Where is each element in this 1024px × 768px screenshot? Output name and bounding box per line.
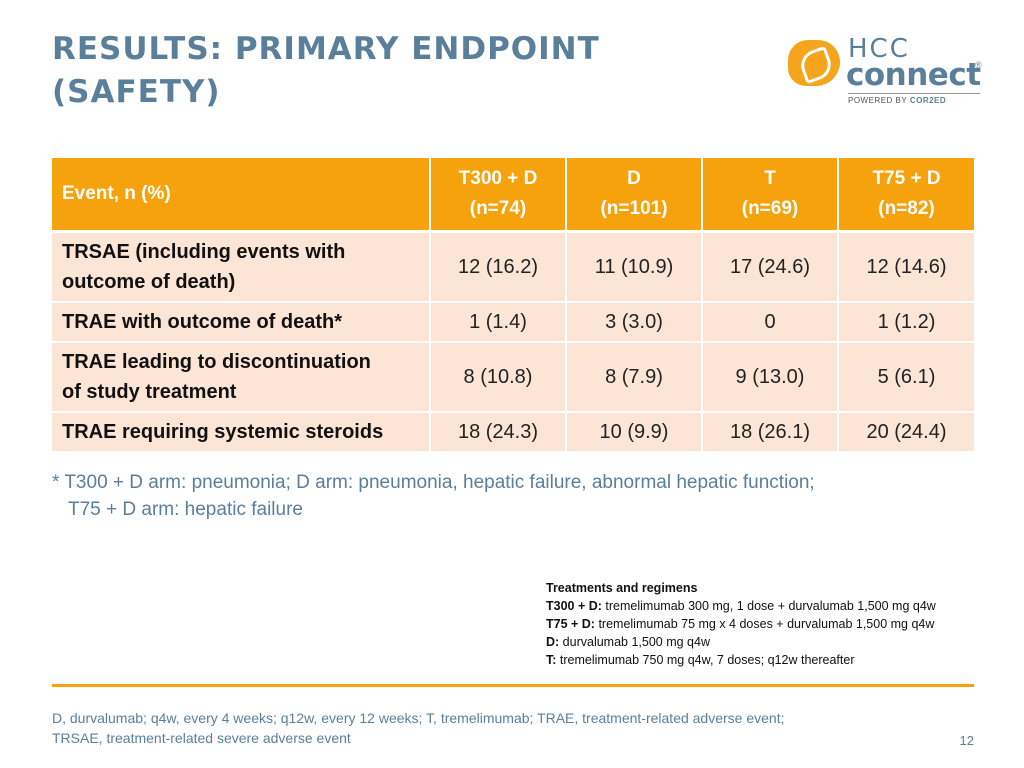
slide-title-line2: (SAFETY) xyxy=(52,74,221,110)
event-cell: TRAE with outcome of death* xyxy=(52,302,431,343)
value-cell: 17 (24.6) xyxy=(702,231,839,303)
value-cell: 18 (26.1) xyxy=(702,412,839,453)
table-row: TRSAE (including events with outcome of d… xyxy=(52,231,974,303)
logo-hcc-text: HCC xyxy=(848,34,910,64)
table-row: TRAE with outcome of death* 1 (1.4) 3 (3… xyxy=(52,302,974,343)
arm-n: (n=82) xyxy=(878,198,935,219)
value-cell: 10 (9.9) xyxy=(566,412,703,453)
death-footnote: * T300 + D arm: pneumonia; D arm: pneumo… xyxy=(52,469,952,523)
hcc-connect-logo: HCC connect ® POWERED BY COR2ED xyxy=(788,34,988,108)
event-line2: outcome of death) xyxy=(62,271,236,293)
header-arm-t: T (n=69) xyxy=(702,158,839,233)
table-row: TRAE leading to discontinuation of study … xyxy=(52,342,974,413)
regimens-heading: Treatments and regimens xyxy=(546,581,698,595)
powered-by-brand: COR2ED xyxy=(909,96,947,105)
arm-name: T75 + D xyxy=(872,168,941,189)
arm-name: T xyxy=(764,168,776,189)
regimen-text: tremelimumab 75 mg x 4 doses + durvaluma… xyxy=(594,617,935,631)
leaf-logo-icon xyxy=(788,40,840,86)
header-arm-d: D (n=101) xyxy=(566,158,703,233)
table-row: TRAE requiring systemic steroids 18 (24.… xyxy=(52,412,974,453)
treatments-regimens-box: Treatments and regimens T300 + D: tremel… xyxy=(546,579,986,669)
footer-divider xyxy=(52,684,974,687)
arm-n: (n=101) xyxy=(600,198,668,219)
header-arm-t300-d: T300 + D (n=74) xyxy=(430,158,567,233)
safety-results-table: Event, n (%) T300 + D (n=74) D (n=101) T (n… xyxy=(52,158,974,453)
value-cell: 12 (14.6) xyxy=(838,231,974,303)
regimen-item: T300 + D: tremelimumab 300 mg, 1 dose + … xyxy=(546,597,986,615)
arm-name: D xyxy=(627,168,641,189)
value-cell: 8 (10.8) xyxy=(430,342,567,413)
regimen-label: T300 + D: xyxy=(546,599,602,613)
regimen-item: T: tremelimumab 750 mg q4w, 7 doses; q12… xyxy=(546,651,986,669)
abbreviations-line2: TRSAE, treatment-related severe adverse … xyxy=(52,730,351,746)
value-cell: 0 xyxy=(702,302,839,343)
footnote-line1: * T300 + D arm: pneumonia; D arm: pneumo… xyxy=(52,472,815,493)
header-event: Event, n (%) xyxy=(52,158,431,233)
regimen-text: durvalumab 1,500 mg q4w xyxy=(559,635,710,649)
value-cell: 1 (1.4) xyxy=(430,302,567,343)
event-cell: TRAE leading to discontinuation of study … xyxy=(52,342,431,413)
arm-n: (n=69) xyxy=(741,198,799,219)
abbreviations-line1: D, durvalumab; q4w, every 4 weeks; q12w,… xyxy=(52,710,785,726)
abbreviations: D, durvalumab; q4w, every 4 weeks; q12w,… xyxy=(52,708,932,748)
value-cell: 5 (6.1) xyxy=(838,342,974,413)
logo-divider xyxy=(848,93,980,94)
value-cell: 8 (7.9) xyxy=(566,342,703,413)
event-cell: TRSAE (including events with outcome of d… xyxy=(52,231,431,303)
page-number: 12 xyxy=(959,733,974,748)
logo-connect-text: connect xyxy=(846,57,981,93)
regimen-text: tremelimumab 300 mg, 1 dose + durvalumab… xyxy=(601,599,936,613)
value-cell: 9 (13.0) xyxy=(702,342,839,413)
event-line1: TRAE leading to discontinuation xyxy=(62,351,371,373)
regimen-item: T75 + D: tremelimumab 75 mg x 4 doses + … xyxy=(546,615,986,633)
arm-name: T300 + D xyxy=(458,168,538,189)
value-cell: 11 (10.9) xyxy=(566,231,703,303)
value-cell: 1 (1.2) xyxy=(838,302,974,343)
value-cell: 3 (3.0) xyxy=(566,302,703,343)
event-line2: of study treatment xyxy=(62,381,237,403)
slide-title-line1: RESULTS: PRIMARY ENDPOINT xyxy=(52,31,600,67)
registered-mark: ® xyxy=(975,60,982,70)
regimen-label: D: xyxy=(546,635,560,649)
value-cell: 20 (24.4) xyxy=(838,412,974,453)
value-cell: 18 (24.3) xyxy=(430,412,567,453)
arm-n: (n=74) xyxy=(469,198,527,219)
footnote-line2: T75 + D arm: hepatic failure xyxy=(68,499,303,520)
logo-powered-by: POWERED BY COR2ED xyxy=(848,96,946,105)
value-cell: 12 (16.2) xyxy=(430,231,567,303)
header-arm-t75-d: T75 + D (n=82) xyxy=(838,158,974,233)
regimen-label: T75 + D: xyxy=(546,617,595,631)
event-line1: TRSAE (including events with xyxy=(62,241,346,263)
regimen-text: tremelimumab 750 mg q4w, 7 doses; q12w t… xyxy=(556,653,855,667)
slide-title: RESULTS: PRIMARY ENDPOINT (SAFETY) xyxy=(52,28,672,114)
powered-by-prefix: POWERED BY xyxy=(848,96,910,105)
regimen-item: D: durvalumab 1,500 mg q4w xyxy=(546,633,986,651)
table-header-row: Event, n (%) T300 + D (n=74) D (n=101) T (n… xyxy=(52,158,974,233)
regimen-label: T: xyxy=(546,653,557,667)
event-cell: TRAE requiring systemic steroids xyxy=(52,412,431,453)
